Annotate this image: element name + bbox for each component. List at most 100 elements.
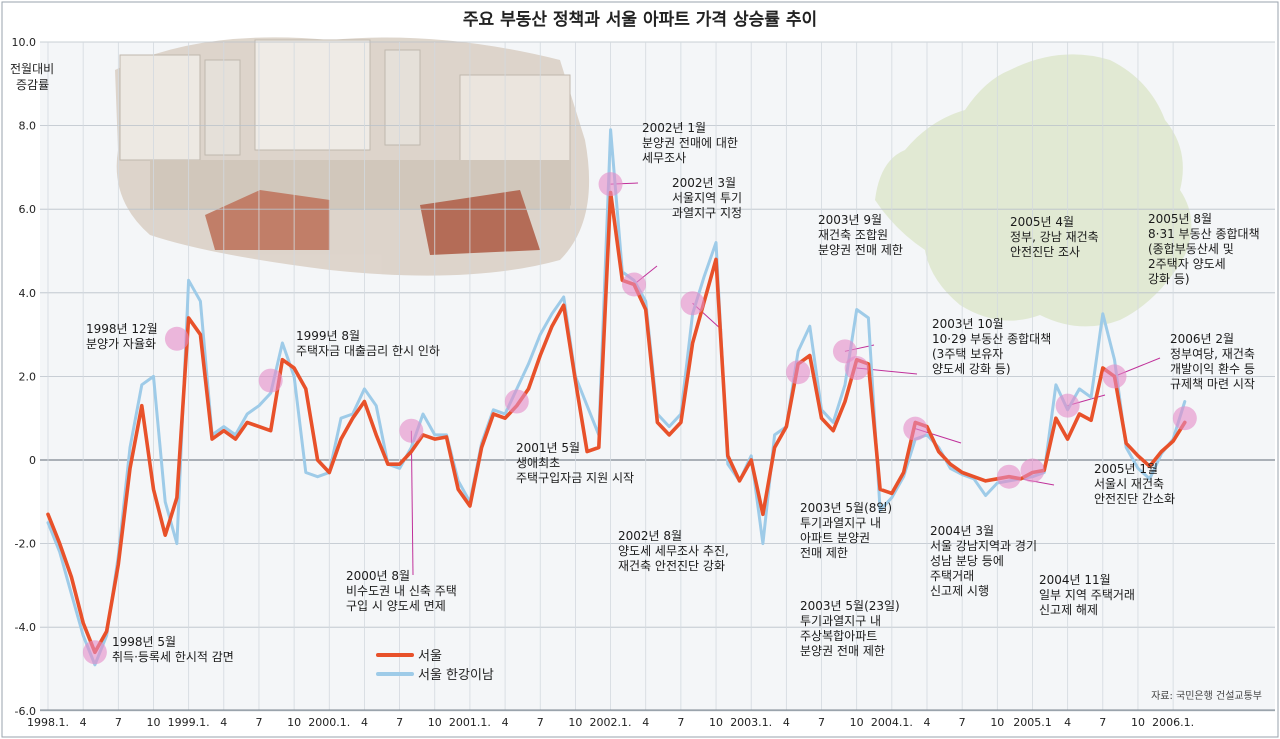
x-tick-label: 4	[783, 716, 790, 729]
event-marker	[598, 172, 623, 197]
x-tick-label: 1999.1.	[168, 716, 210, 729]
x-axis-ticks: 1998.1. 4 7 10 1999.1. 4 7 10 2000.1. 4 7 10 2001.1.…	[27, 716, 1194, 729]
x-tick-label: 10	[568, 716, 582, 729]
event-text-line: 생애최초	[516, 456, 560, 470]
x-tick-label: 10	[990, 716, 1004, 729]
y-tick-label: 2.0	[19, 370, 37, 383]
x-tick-label: 4	[80, 716, 87, 729]
event-marker	[504, 389, 529, 414]
event-text-line: 일부 지역 주택거래	[1039, 588, 1135, 602]
event-annotation: 2004년 3월 서울 강남지역과 경기 성남 분당 등에 주택거래 신고제 시행	[930, 524, 1037, 598]
event-date: 2002년 3월	[672, 176, 736, 190]
event-date: 2003년 10월	[932, 317, 1004, 331]
event-text-line: 주택자금 대출금리 한시 인하	[296, 344, 440, 358]
event-marker	[1172, 406, 1197, 431]
x-tick-label: 7	[537, 716, 544, 729]
event-annotation: 2006년 2월 정부여당, 재건축 개발이익 환수 등 규제책 마련 시작	[1170, 332, 1255, 391]
event-text-line: 양도세 세무조사 추진,	[618, 544, 729, 558]
event-date: 2003년 9월	[818, 213, 882, 227]
x-tick-label: 2001.1.	[449, 716, 491, 729]
event-date: 2004년 11월	[1039, 573, 1111, 587]
x-tick-label: 2004.1.	[871, 716, 913, 729]
event-annotation: 2002년 8월 양도세 세무조사 추진, 재건축 안전진단 강화	[618, 529, 729, 573]
event-text-line: 2주택자 양도세	[1148, 257, 1226, 271]
x-tick-label: 10	[146, 716, 160, 729]
x-tick-label: 4	[361, 716, 368, 729]
event-text-line: 정부여당, 재건축	[1170, 347, 1255, 361]
event-date: 2003년 5월(8일)	[800, 501, 892, 515]
event-text-line: 서울지역 투기	[672, 191, 742, 205]
x-tick-label: 1998.1.	[27, 716, 69, 729]
event-date: 2004년 3월	[930, 524, 994, 538]
x-tick-label: 7	[818, 716, 825, 729]
x-tick-label: 7	[396, 716, 403, 729]
x-tick-label: 10	[287, 716, 301, 729]
x-tick-label: 7	[255, 716, 262, 729]
event-text-line: 재건축 안전진단 강화	[618, 559, 725, 573]
event-annotation: 2003년 10월 10·29 부동산 종합대책 (3주택 보유자 양도세 강화 등)	[932, 317, 1051, 376]
event-markers	[82, 172, 1197, 665]
x-tick-label: 2003.1.	[730, 716, 772, 729]
legend: 서울 서울 한강이남	[376, 649, 494, 683]
y-tick-label: 0	[29, 454, 36, 467]
event-text-line: 분양권 전매에 대한	[642, 136, 738, 150]
series-line-seoul	[46, 190, 1187, 655]
event-annotation: 2002년 1월 분양권 전매에 대한 세무조사	[642, 121, 738, 165]
event-text-line: 규제책 마련 시작	[1170, 376, 1255, 391]
event-text-line: (종합부동산세 및	[1148, 242, 1234, 256]
event-date: 1998년 12월	[86, 322, 158, 336]
event-annotation: 1998년 12월 분양가 자율화	[86, 322, 158, 351]
legend-label-gangnam: 서울 한강이남	[418, 668, 494, 683]
x-tick-label: 10	[428, 716, 442, 729]
event-annotation: 2005년 4월 정부, 강남 재건축 안전진단 조사	[1010, 215, 1099, 259]
event-text-line: 주택거래	[930, 569, 974, 583]
x-tick-label: 10	[850, 716, 864, 729]
event-date: 2002년 8월	[618, 529, 682, 543]
event-marker	[1020, 458, 1045, 483]
series-line-gangnam	[46, 128, 1187, 667]
seoul-map	[875, 54, 1192, 327]
event-date: 2005년 4월	[1010, 215, 1074, 229]
event-annotation: 2003년 5월(8일) 투기과열지구 내 아파트 분양권 전매 제한	[800, 501, 892, 560]
x-tick-label: 4	[220, 716, 227, 729]
event-text-line: 성남 분당 등에	[930, 554, 1004, 568]
event-annotation: 2005년 1월 서울시 재건축 안전진단 간소화	[1094, 462, 1175, 506]
event-date: 1999년 8월	[296, 329, 360, 343]
x-tick-label: 7	[115, 716, 122, 729]
event-text-line: 주택구입자금 지원 시작	[516, 471, 634, 485]
event-date: 2002년 1월	[642, 121, 706, 135]
event-text-line: 정부, 강남 재건축	[1010, 230, 1099, 244]
y-tick-label: 10.0	[12, 36, 37, 49]
event-date: 2005년 8월	[1148, 212, 1212, 226]
event-annotation: 2003년 5월(23일) 투기과열지구 내 주상복합아파트 분양권 전매 제한	[800, 599, 900, 658]
y-tick-label: -4.0	[15, 621, 36, 634]
event-text-line: 강화 등)	[1148, 272, 1190, 286]
event-text-line: 안전진단 간소화	[1094, 492, 1175, 506]
event-text-line: 주상복합아파트	[800, 629, 877, 643]
y-axis-label-line2: 증감률	[16, 78, 49, 92]
x-tick-label: 7	[1099, 716, 1106, 729]
legend-label-seoul: 서울	[418, 649, 442, 664]
event-annotation: 2005년 8월 8·31 부동산 종합대책 (종합부동산세 및 2주택자 양도세 강화…	[1148, 212, 1260, 286]
event-marker	[832, 339, 857, 364]
data-series	[46, 128, 1187, 667]
x-tick-label: 4	[924, 716, 931, 729]
event-text-line: 투기과열지구 내	[800, 516, 881, 530]
event-date: 2005년 1월	[1094, 462, 1158, 476]
x-tick-label: 2005.1	[1013, 716, 1052, 729]
x-tick-label: 4	[1064, 716, 1071, 729]
event-marker	[82, 640, 107, 665]
apartment-photo	[115, 37, 590, 276]
event-text-line: 신고제 해제	[1039, 603, 1098, 617]
event-date: 2000년 8월	[346, 569, 410, 583]
y-axis-label-line1: 전월대비	[10, 62, 54, 76]
event-annotation: 2003년 9월 재건축 조합원 분양권 전매 제한	[818, 213, 903, 257]
y-tick-label: -2.0	[15, 538, 36, 551]
event-marker	[844, 356, 869, 381]
x-tick-label: 7	[959, 716, 966, 729]
event-date: 2001년 5월	[516, 441, 580, 455]
event-text-line: 재건축 조합원	[818, 228, 888, 242]
event-date: 1998년 5월	[112, 635, 176, 649]
